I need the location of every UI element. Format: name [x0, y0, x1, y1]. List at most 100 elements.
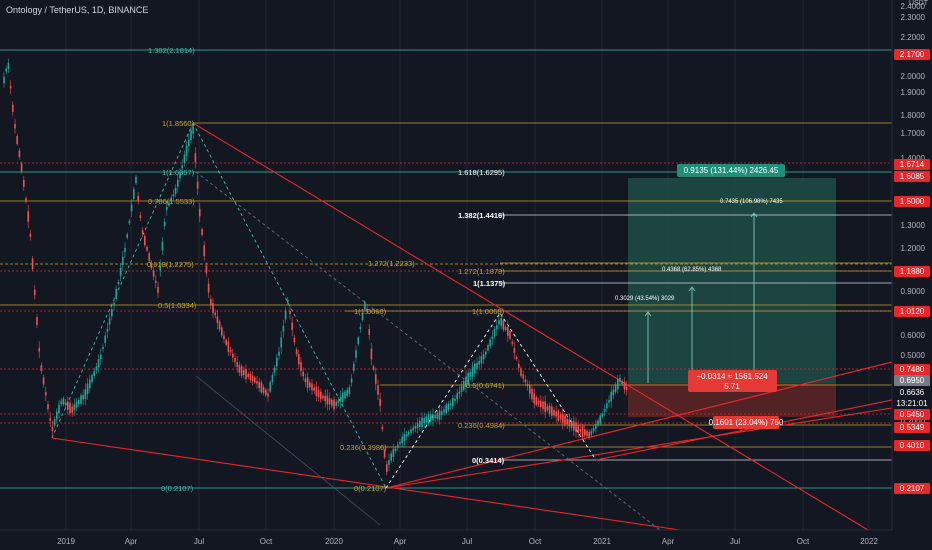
- candle-body: [551, 406, 553, 416]
- candle-body: [234, 357, 236, 363]
- time-tick: Oct: [797, 537, 810, 546]
- candle-body: [25, 198, 27, 202]
- candle-body: [67, 401, 69, 410]
- wave-lines: [51, 122, 661, 531]
- candle-body: [205, 265, 208, 274]
- candle-body: [353, 363, 355, 371]
- candle-body: [86, 383, 89, 395]
- candle-body: [408, 431, 410, 435]
- candle-body: [170, 197, 172, 202]
- candle-body: [218, 321, 221, 330]
- candle-body: [348, 387, 351, 394]
- candle-body: [441, 411, 443, 416]
- fib-label: 1.382(1.4416): [458, 211, 505, 220]
- price-tag: 0.5349: [900, 423, 925, 432]
- candle-body: [458, 391, 461, 394]
- price-tag-box: [894, 440, 930, 451]
- candle-body: [476, 362, 478, 369]
- profit-zone[interactable]: [628, 178, 836, 383]
- candle-body: [196, 181, 199, 189]
- candle-body: [97, 359, 100, 368]
- stop-label-box[interactable]: [713, 416, 779, 429]
- fib-label: 1.382(2.1814): [148, 46, 195, 55]
- candle-body: [410, 429, 412, 433]
- candle-body: [130, 204, 133, 212]
- position-tool-labels[interactable]: 0.9135 (131.44%) 2426.45 −0.0314 ≈ 1561.…: [677, 164, 785, 429]
- candle-body: [287, 299, 289, 303]
- candle-body: [188, 139, 190, 146]
- candle-body: [258, 381, 260, 388]
- candle-body: [460, 386, 463, 392]
- price-tag: 0.6636: [900, 388, 925, 397]
- candle-body: [482, 354, 485, 360]
- candle-body: [617, 379, 619, 390]
- candle-body: [62, 398, 65, 405]
- candle-body: [95, 366, 98, 371]
- fib-label: 1.272(1.2233): [368, 259, 415, 268]
- candle-body: [135, 176, 137, 184]
- candle-body: [359, 326, 362, 330]
- candle-body: [210, 298, 212, 306]
- candle-body: [31, 258, 34, 270]
- time-tick: Jul: [194, 537, 204, 546]
- target-label-box[interactable]: [677, 164, 785, 177]
- candle-body: [5, 68, 7, 72]
- candle-body: [16, 136, 18, 144]
- candle-body: [12, 104, 14, 113]
- candle-body: [7, 62, 10, 69]
- candle-body: [126, 234, 128, 238]
- candle-body: [236, 362, 238, 367]
- candle-body: [265, 389, 267, 396]
- candle-body: [51, 426, 54, 431]
- candle-body: [601, 413, 604, 417]
- candle-body: [262, 387, 265, 393]
- candle-body: [133, 189, 135, 199]
- candle-body: [570, 420, 573, 428]
- candle-body: [23, 179, 25, 188]
- candle-body: [405, 433, 408, 437]
- candle-body: [73, 404, 76, 411]
- candle-body: [148, 253, 150, 261]
- current-label-box[interactable]: [688, 370, 777, 392]
- candle-body: [337, 400, 340, 403]
- candle-body: [276, 357, 278, 367]
- price-tick: 0.5000: [901, 351, 926, 360]
- candle-body: [56, 411, 58, 420]
- candle-body: [60, 400, 62, 405]
- candle-body: [557, 410, 560, 421]
- candle-body: [608, 399, 610, 403]
- candle-body: [487, 345, 489, 351]
- candle-body: [271, 375, 274, 382]
- candle-body: [38, 347, 40, 352]
- candle-body: [141, 230, 144, 235]
- candle-body: [573, 421, 575, 431]
- candle-body: [232, 353, 234, 358]
- candle-body: [524, 379, 527, 383]
- candles: [3, 58, 628, 476]
- time-tick: Apr: [125, 537, 138, 546]
- candle-body: [339, 396, 342, 402]
- candle-body: [599, 415, 601, 424]
- candle-body: [249, 373, 252, 381]
- candle-body: [542, 401, 544, 409]
- candle-body: [159, 265, 161, 271]
- candle-body: [174, 187, 177, 194]
- price-tick: 2.4000: [901, 2, 926, 11]
- candle-body: [535, 396, 538, 406]
- candle-body: [518, 363, 520, 368]
- price-tag: 1.6085: [900, 172, 925, 181]
- candle-body: [49, 418, 51, 421]
- candle-body: [315, 386, 318, 397]
- candle-body: [192, 127, 194, 134]
- trend-lines[interactable]: [51, 122, 893, 531]
- time-axis[interactable]: [0, 530, 932, 550]
- candle-body: [335, 401, 337, 406]
- candle-body: [291, 322, 293, 330]
- candle-body: [412, 427, 414, 431]
- candle-body: [245, 368, 247, 380]
- candle-body: [531, 388, 533, 400]
- candle-body: [260, 382, 263, 393]
- candle-body: [146, 247, 148, 251]
- candle-body: [544, 401, 546, 413]
